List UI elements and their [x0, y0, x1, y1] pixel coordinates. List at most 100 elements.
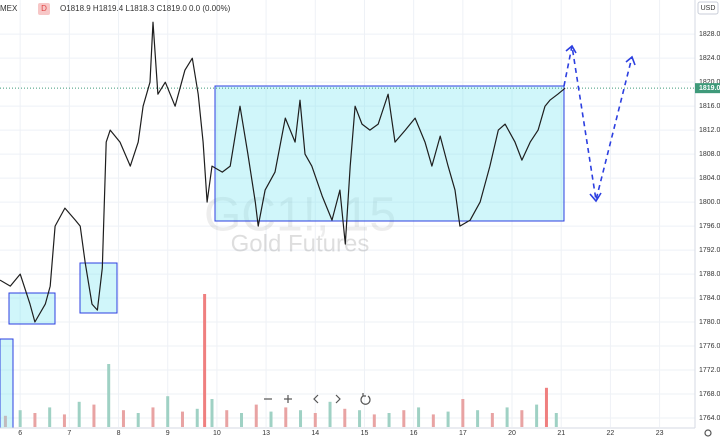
y-tick-label: 1828.0	[699, 31, 720, 38]
interval-badge: D	[41, 4, 47, 13]
volume-bar	[203, 294, 207, 427]
volume-bar	[136, 413, 140, 427]
volume-bar	[77, 401, 81, 427]
volume-bar	[535, 404, 539, 427]
x-tick-label: 14	[311, 430, 319, 437]
volume-bar	[313, 413, 317, 427]
watermark-name: Gold Futures	[231, 230, 370, 257]
range-box	[8, 292, 56, 325]
projection-path	[563, 45, 633, 201]
volume-bar	[343, 408, 347, 427]
reset[interactable]	[360, 393, 371, 405]
y-tick-label: 1780.0	[699, 319, 720, 326]
volume-bar	[3, 415, 7, 427]
volume-bar	[299, 410, 303, 427]
x-tick-label: 6	[18, 430, 22, 437]
arrow-head	[625, 55, 636, 66]
last-price-label: 1819.0	[699, 85, 720, 92]
currency[interactable]: USD	[701, 5, 716, 12]
y-tick-label: 1808.0	[699, 151, 720, 158]
volume-bar	[505, 407, 509, 427]
volume-bar	[372, 414, 376, 427]
y-tick-label: 1788.0	[699, 271, 720, 278]
projection	[563, 44, 636, 203]
x-tick-label: 16	[410, 430, 418, 437]
x-tick-label: 20	[508, 430, 516, 437]
x-tick-label: 8	[117, 430, 121, 437]
volume-bar	[446, 411, 450, 427]
volume-bar	[554, 413, 558, 427]
settings[interactable]	[704, 429, 712, 437]
volume-bar	[180, 411, 184, 427]
y-tick-label: 1796.0	[699, 223, 720, 230]
header: MEX D O1818.9 H1819.4 L1818.3 C1819.0 0.…	[0, 1, 719, 15]
range-box	[0, 338, 14, 430]
volume-bar	[269, 411, 273, 427]
volume-bar	[417, 407, 421, 427]
x-tick-label: 23	[656, 430, 664, 437]
range-box	[214, 85, 565, 222]
volume-bar	[402, 410, 406, 427]
y-tick-label: 1816.0	[699, 103, 720, 110]
time-axis	[0, 428, 720, 439]
volume-bar	[18, 410, 22, 427]
x-tick-label: 7	[67, 430, 71, 437]
volume-bar	[431, 414, 435, 427]
volume-bar	[210, 399, 214, 427]
x-tick-label: 22	[607, 430, 615, 437]
volume-bar	[151, 407, 155, 427]
y-tick-label: 1772.0	[699, 367, 720, 374]
y-tick-label: 1812.0	[699, 127, 720, 134]
x-tick-label: 10	[213, 430, 221, 437]
volume-bar	[490, 413, 494, 427]
ohlc: O1818.9 H1819.4 L1818.3 C1819.0 0.0 (0.0…	[60, 4, 231, 13]
volume-bar	[461, 399, 465, 427]
volume-bar	[476, 410, 480, 427]
volume-bar	[62, 414, 66, 427]
volume-bar	[240, 413, 244, 427]
volume-bar	[284, 407, 288, 427]
arrow-head	[565, 44, 577, 54]
y-tick-label: 1784.0	[699, 295, 720, 302]
x-tick-label: 13	[262, 430, 270, 437]
volume-bar	[544, 387, 548, 427]
volume-bar	[121, 410, 125, 427]
toolbar	[264, 393, 712, 437]
x-tick-label: 15	[361, 430, 369, 437]
y-tick-label: 1800.0	[699, 199, 720, 206]
x-tick-label: 17	[459, 430, 467, 437]
price-line	[0, 21, 566, 323]
volume-bar	[387, 413, 391, 427]
volume-bar	[358, 410, 362, 427]
volume-bar	[195, 408, 199, 427]
y-tick-label: 1824.0	[699, 55, 720, 62]
y-tick-label: 1768.0	[699, 391, 720, 398]
drawings	[0, 85, 565, 430]
last-price-box	[695, 83, 720, 94]
symbol: MEX	[0, 4, 18, 13]
volume-bar	[254, 404, 258, 427]
x-tick-label: 9	[166, 430, 170, 437]
x-tick-label: 21	[557, 430, 565, 437]
volume-bar	[166, 396, 170, 427]
price-axis	[695, 0, 720, 439]
badge	[38, 3, 50, 15]
volume-bar	[328, 401, 332, 427]
y-tick-label: 1764.0	[699, 415, 720, 422]
currency-box[interactable]	[697, 1, 719, 15]
volume-bar	[107, 364, 111, 427]
volume-bar	[92, 404, 96, 427]
arrow-head	[589, 192, 602, 203]
y-tick-label: 1776.0	[699, 343, 720, 350]
y-tick-label: 1792.0	[699, 247, 720, 254]
volume-bar	[520, 410, 524, 427]
y-tick-label: 1804.0	[699, 175, 720, 182]
scroll-right[interactable]	[335, 394, 341, 404]
watermark-ticker: GC1!, 15	[204, 189, 396, 242]
volume-bar	[33, 413, 37, 427]
scroll-left[interactable]	[313, 394, 319, 404]
volume-bar	[48, 407, 52, 427]
volume-bar	[225, 410, 229, 427]
y-tick-label: 1820.0	[699, 79, 720, 86]
